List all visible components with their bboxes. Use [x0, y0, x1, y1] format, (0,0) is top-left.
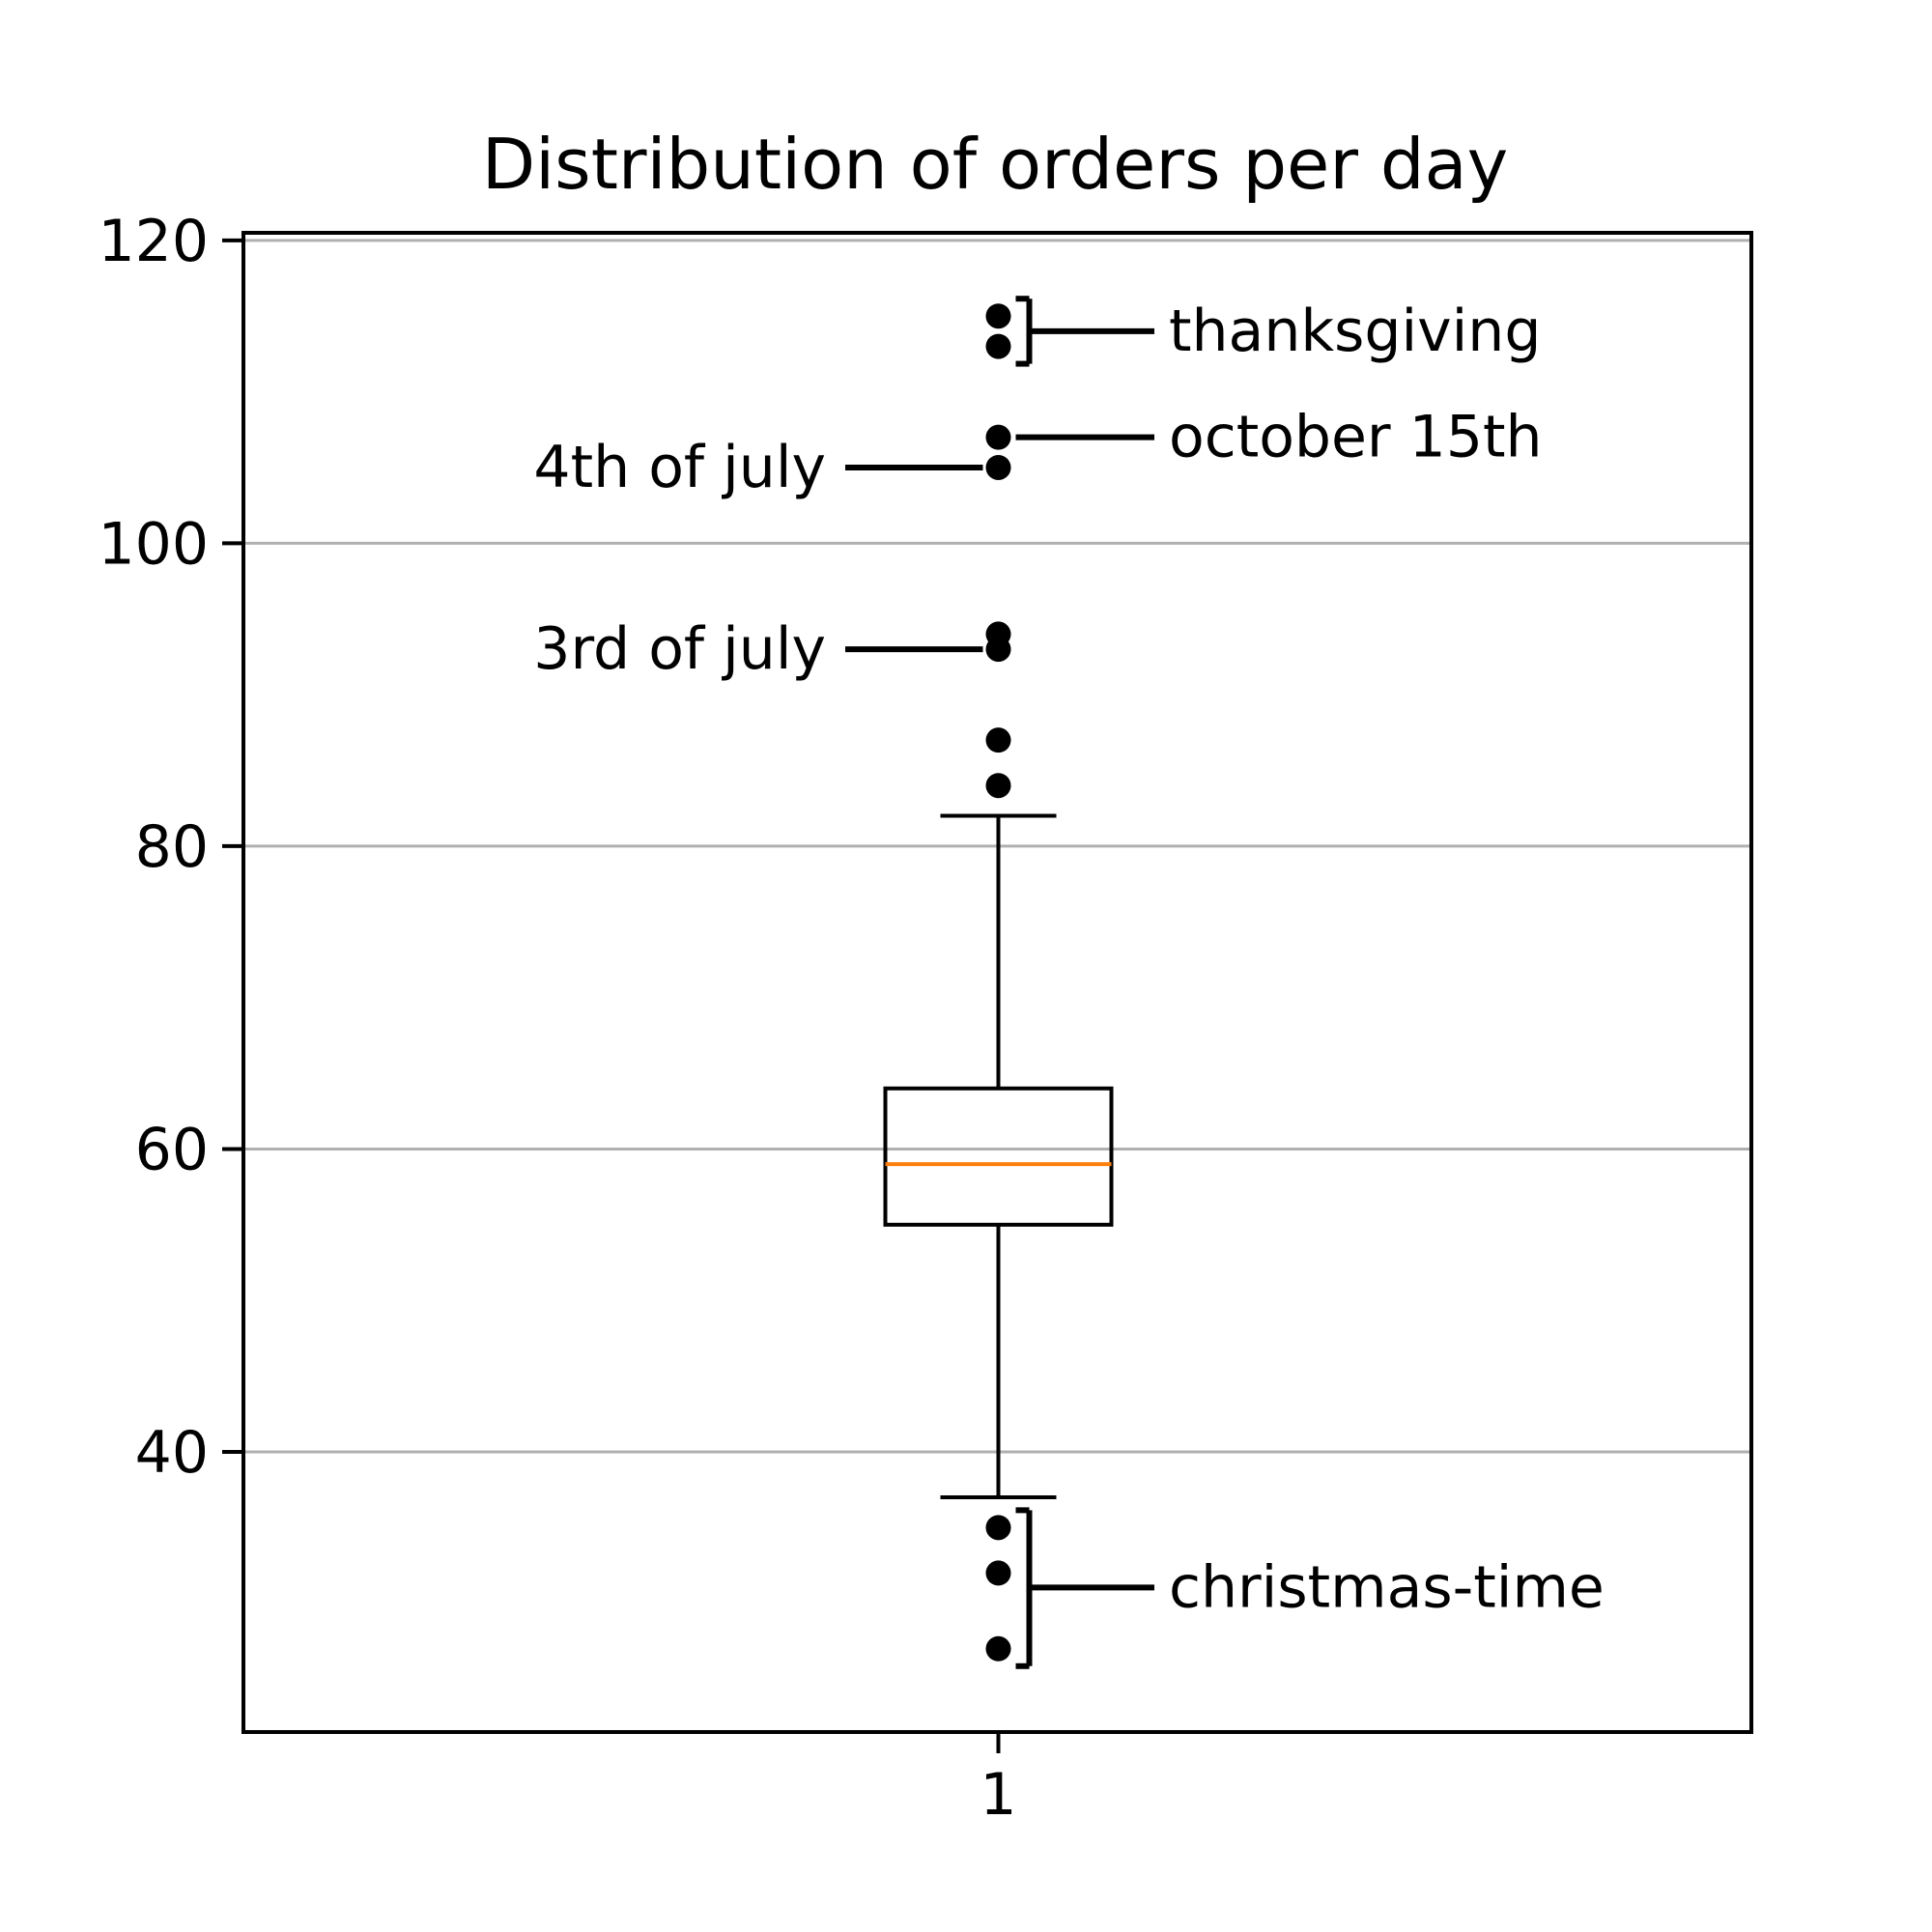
iqr-box — [883, 1086, 1114, 1227]
axes: 40 60 80 100 120 1 — [98, 208, 1016, 1829]
x-tick-label: 1 — [980, 1761, 1016, 1829]
annotations: thanksgiving october 15th 4th of july 3rd o… — [533, 296, 1605, 1669]
outlier-point — [985, 1515, 1011, 1541]
outlier-point — [985, 454, 1011, 480]
outlier-point — [985, 333, 1011, 359]
y-tick-label: 60 — [135, 1116, 209, 1183]
y-tick-label: 40 — [135, 1419, 209, 1487]
chart-title: Distribution of orders per day — [482, 124, 1509, 205]
outlier-point — [985, 773, 1011, 799]
annotation-label: christmas-time — [1169, 1553, 1605, 1621]
annotation-label: thanksgiving — [1169, 298, 1541, 365]
outlier-point — [985, 1635, 1011, 1662]
y-tick-label: 120 — [98, 208, 209, 275]
plot-area — [883, 303, 1114, 1662]
annotation-label: october 15th — [1169, 404, 1543, 471]
outlier-point — [985, 727, 1011, 753]
outlier-point — [985, 1560, 1011, 1586]
y-tick-label: 80 — [135, 813, 209, 881]
outlier-point — [985, 637, 1011, 663]
y-tick-label: 100 — [98, 510, 209, 578]
outlier-point — [985, 424, 1011, 450]
annotation-label: 3rd of july — [533, 615, 826, 683]
outlier-point — [985, 303, 1011, 329]
annotation-label: 4th of july — [533, 434, 826, 501]
